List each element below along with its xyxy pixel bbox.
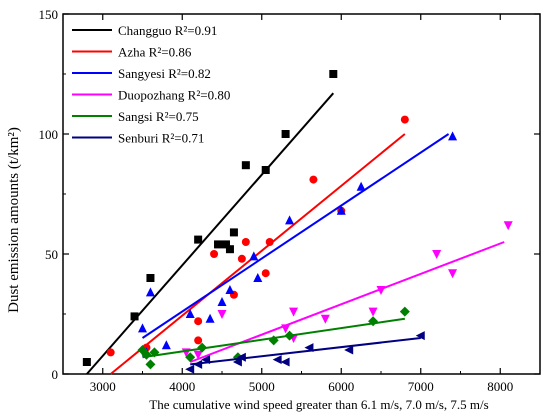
data-point: [221, 240, 230, 249]
data-point: [280, 357, 290, 367]
data-point: [289, 307, 299, 317]
data-point: [217, 297, 227, 306]
fit-line-azha: [110, 133, 406, 375]
data-point: [145, 359, 156, 370]
data-point: [225, 285, 235, 294]
data-point: [185, 309, 195, 318]
series-sangsi: [137, 306, 410, 370]
data-point: [205, 313, 215, 323]
data-point: [344, 345, 354, 355]
data-point: [265, 238, 274, 246]
legend-label: Azha R²=0.86: [118, 45, 192, 60]
x-tick-label: 5000: [249, 379, 275, 394]
data-point: [376, 286, 386, 295]
fit-line-senburi: [190, 337, 421, 366]
data-point: [284, 330, 295, 341]
data-point: [197, 342, 208, 353]
data-point: [336, 205, 346, 215]
data-point: [146, 274, 155, 282]
data-point: [185, 364, 195, 374]
data-point: [329, 70, 338, 78]
data-point: [241, 238, 250, 246]
x-tick-label: 4000: [169, 379, 195, 394]
x-tick-label: 7000: [408, 379, 434, 394]
data-point: [415, 331, 425, 341]
data-point: [82, 358, 91, 366]
data-point: [261, 166, 270, 174]
data-point: [368, 316, 379, 327]
data-point: [368, 307, 378, 317]
data-point: [201, 355, 211, 365]
data-point: [448, 131, 458, 141]
data-point: [268, 335, 279, 346]
y-tick-label: 50: [45, 247, 58, 262]
data-point: [432, 250, 442, 259]
legend-label: Sangsi R²=0.75: [118, 109, 199, 124]
fit-line-changguo: [86, 92, 335, 375]
data-point: [281, 324, 291, 334]
data-point: [194, 317, 203, 326]
data-point: [399, 306, 410, 317]
data-point: [320, 314, 330, 324]
fit-line-sangyesi: [141, 133, 450, 339]
data-point: [309, 175, 318, 184]
series-senburi: [185, 331, 425, 374]
data-point: [448, 269, 458, 279]
data-point: [194, 336, 203, 345]
data-point: [272, 355, 282, 365]
data-point: [237, 254, 246, 263]
data-point: [210, 250, 219, 258]
y-axis-label: Dust emission amounts (t/km²): [6, 127, 22, 313]
data-point: [285, 215, 295, 225]
data-point: [253, 273, 263, 282]
axes-layer: 3000 4000 5000 6000 7000 8000 0 50 100 150: [39, 7, 541, 394]
data-point: [217, 310, 227, 319]
data-point: [149, 347, 160, 358]
y-tick-label: 150: [39, 7, 59, 22]
data-point: [241, 161, 250, 170]
x-tick-label: 6000: [328, 379, 354, 394]
legend-label: Sangyesi R²=0.82: [118, 66, 211, 81]
x-axis-label: The cumulative wind speed greater than 6…: [149, 397, 488, 412]
data-point: [193, 350, 203, 360]
data-point: [236, 352, 246, 362]
series-layer: [82, 70, 513, 375]
legend-label: Duopozhang R²=0.80: [118, 88, 230, 103]
legend-label: Senburi R²=0.71: [118, 131, 204, 146]
y-tick-label: 100: [39, 127, 59, 142]
data-point: [229, 228, 238, 237]
data-point: [145, 287, 155, 297]
legend-label: Changguo R²=0.91: [118, 23, 217, 38]
data-point: [400, 115, 409, 124]
data-point: [161, 340, 171, 350]
data-point: [138, 323, 147, 333]
data-point: [232, 357, 242, 367]
data-point: [356, 181, 366, 191]
data-point: [214, 240, 223, 249]
data-point: [225, 245, 234, 254]
series-sangyesi: [138, 131, 458, 357]
data-point: [194, 235, 203, 244]
data-point: [185, 352, 196, 363]
data-point: [193, 359, 203, 369]
x-tick-label: 8000: [487, 379, 513, 394]
data-point: [130, 312, 139, 321]
series-changguo: [82, 70, 338, 375]
data-point: [261, 269, 270, 278]
data-point: [503, 221, 513, 231]
x-tick-label: 3000: [90, 379, 116, 394]
data-point: [281, 130, 290, 138]
data-point: [106, 348, 115, 357]
data-point: [304, 343, 314, 353]
data-point: [141, 349, 152, 360]
data-point: [249, 251, 259, 261]
legend: Changguo R²=0.91 Azha R²=0.86 Sangyesi R²=…: [72, 23, 230, 146]
y-tick-label: 0: [52, 367, 59, 382]
